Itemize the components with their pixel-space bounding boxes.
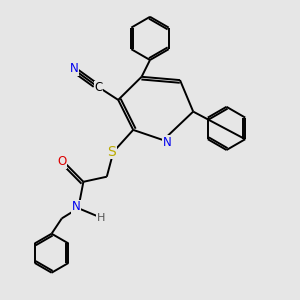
Text: O: O bbox=[58, 155, 67, 168]
Text: N: N bbox=[69, 62, 78, 75]
Text: N: N bbox=[71, 200, 80, 213]
Text: C: C bbox=[94, 81, 103, 94]
Text: H: H bbox=[97, 213, 105, 223]
Text: S: S bbox=[107, 145, 116, 159]
Text: N: N bbox=[162, 136, 171, 149]
